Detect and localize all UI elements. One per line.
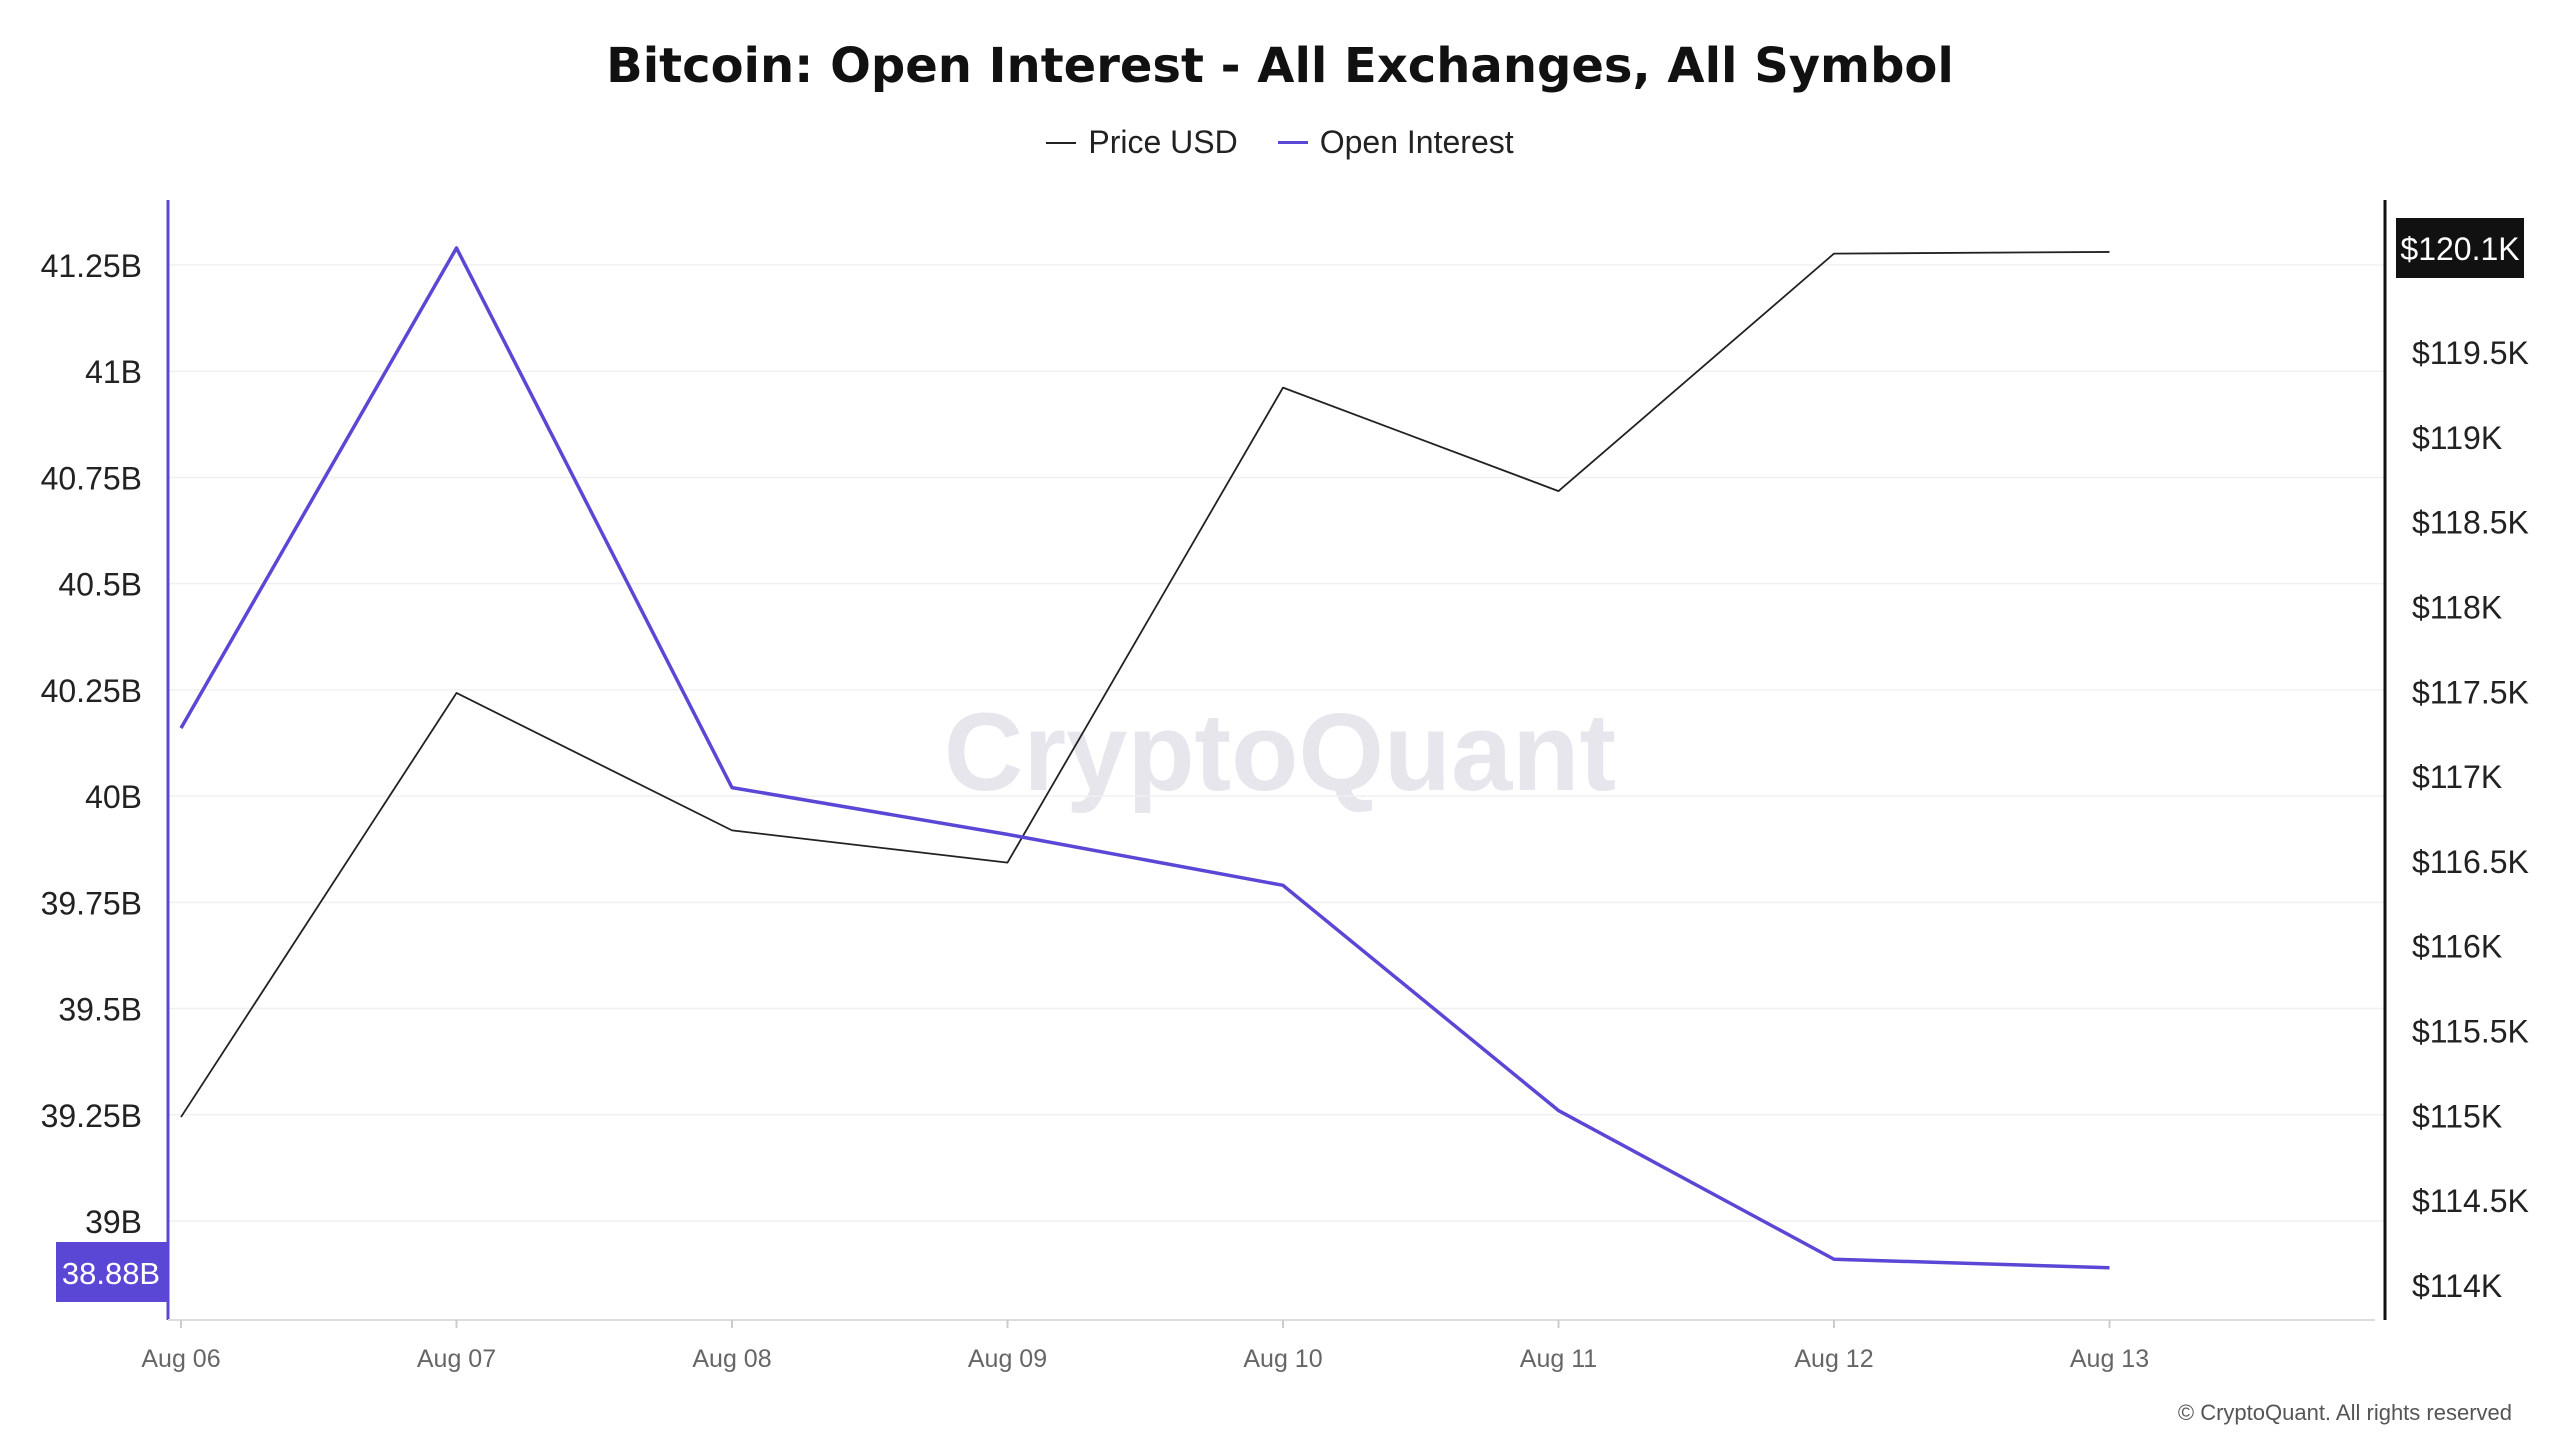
y-left-tick-label: 39B — [85, 1204, 142, 1240]
y-left-tick-label: 39.75B — [41, 885, 142, 921]
y-right-tick-label: $119.5K — [2412, 335, 2529, 371]
x-tick-label: Aug 10 — [1243, 1345, 1322, 1373]
legend-swatch-open-interest — [1277, 141, 1308, 144]
x-tick-label: Aug 12 — [1794, 1345, 1873, 1373]
x-tick-label: Aug 07 — [417, 1345, 496, 1373]
legend-swatch-price — [1046, 141, 1077, 144]
y-right-tick-label: $115K — [2412, 1098, 2502, 1134]
y-right-tick-label: $117.5K — [2412, 674, 2529, 710]
copyright-footer: © CryptoQuant. All rights reserved — [2177, 1400, 2512, 1425]
legend-label-price: Price USD — [1088, 124, 1238, 160]
x-tick-label: Aug 11 — [1520, 1345, 1597, 1373]
y-left-tick-label: 40B — [85, 779, 142, 815]
y-right-tick-label: $115.5K — [2412, 1014, 2529, 1050]
y-right-tick-label: $119K — [2412, 420, 2502, 456]
x-tick-label: Aug 08 — [692, 1345, 771, 1373]
y-right-tick-label: $118.5K — [2412, 505, 2529, 541]
legend-label-open-interest: Open Interest — [1319, 124, 1514, 160]
current-price-label: $120.1K — [2400, 231, 2519, 267]
y-right-tick-label: $116.5K — [2412, 844, 2529, 880]
current-open-interest-badge — [56, 1241, 167, 1302]
y-left-tick-label: 39.25B — [41, 1098, 142, 1134]
x-tick-label: Aug 06 — [141, 1345, 220, 1373]
x-tick-label: Aug 13 — [2070, 1345, 2149, 1373]
y-left-tick-label: 40.25B — [41, 673, 142, 709]
y-left-tick-label: 40.5B — [58, 567, 142, 603]
watermark: CryptoQuant — [944, 691, 1616, 814]
y-right-tick-label: $117K — [2412, 759, 2502, 795]
x-tick-label: Aug 09 — [968, 1345, 1047, 1373]
y-right-tick-label: $118K — [2412, 589, 2502, 625]
chart-legend: Price USD Open Interest — [0, 124, 2560, 161]
y-right-tick-label: $114.5K — [2412, 1183, 2529, 1219]
y-left-tick-label: 41.25B — [41, 248, 142, 284]
y-left-tick-label: 40.75B — [41, 460, 142, 496]
chart-title: Bitcoin: Open Interest - All Exchanges, … — [606, 38, 1954, 94]
y-left-tick-label: 41B — [85, 354, 142, 390]
current-price-badge — [2396, 218, 2524, 278]
series-line-open-interest — [179, 246, 2110, 1270]
y-right-tick-label: $116K — [2412, 929, 2502, 965]
y-right-tick-label: $114K — [2412, 1268, 2502, 1304]
y-left-tick-label: 39.5B — [58, 992, 142, 1028]
current-open-interest-label: 38.88B — [62, 1256, 160, 1291]
series-line-price — [180, 251, 2110, 1118]
legend-item-price[interactable]: Price USD — [1046, 124, 1238, 161]
legend-item-open-interest[interactable]: Open Interest — [1277, 124, 1514, 161]
